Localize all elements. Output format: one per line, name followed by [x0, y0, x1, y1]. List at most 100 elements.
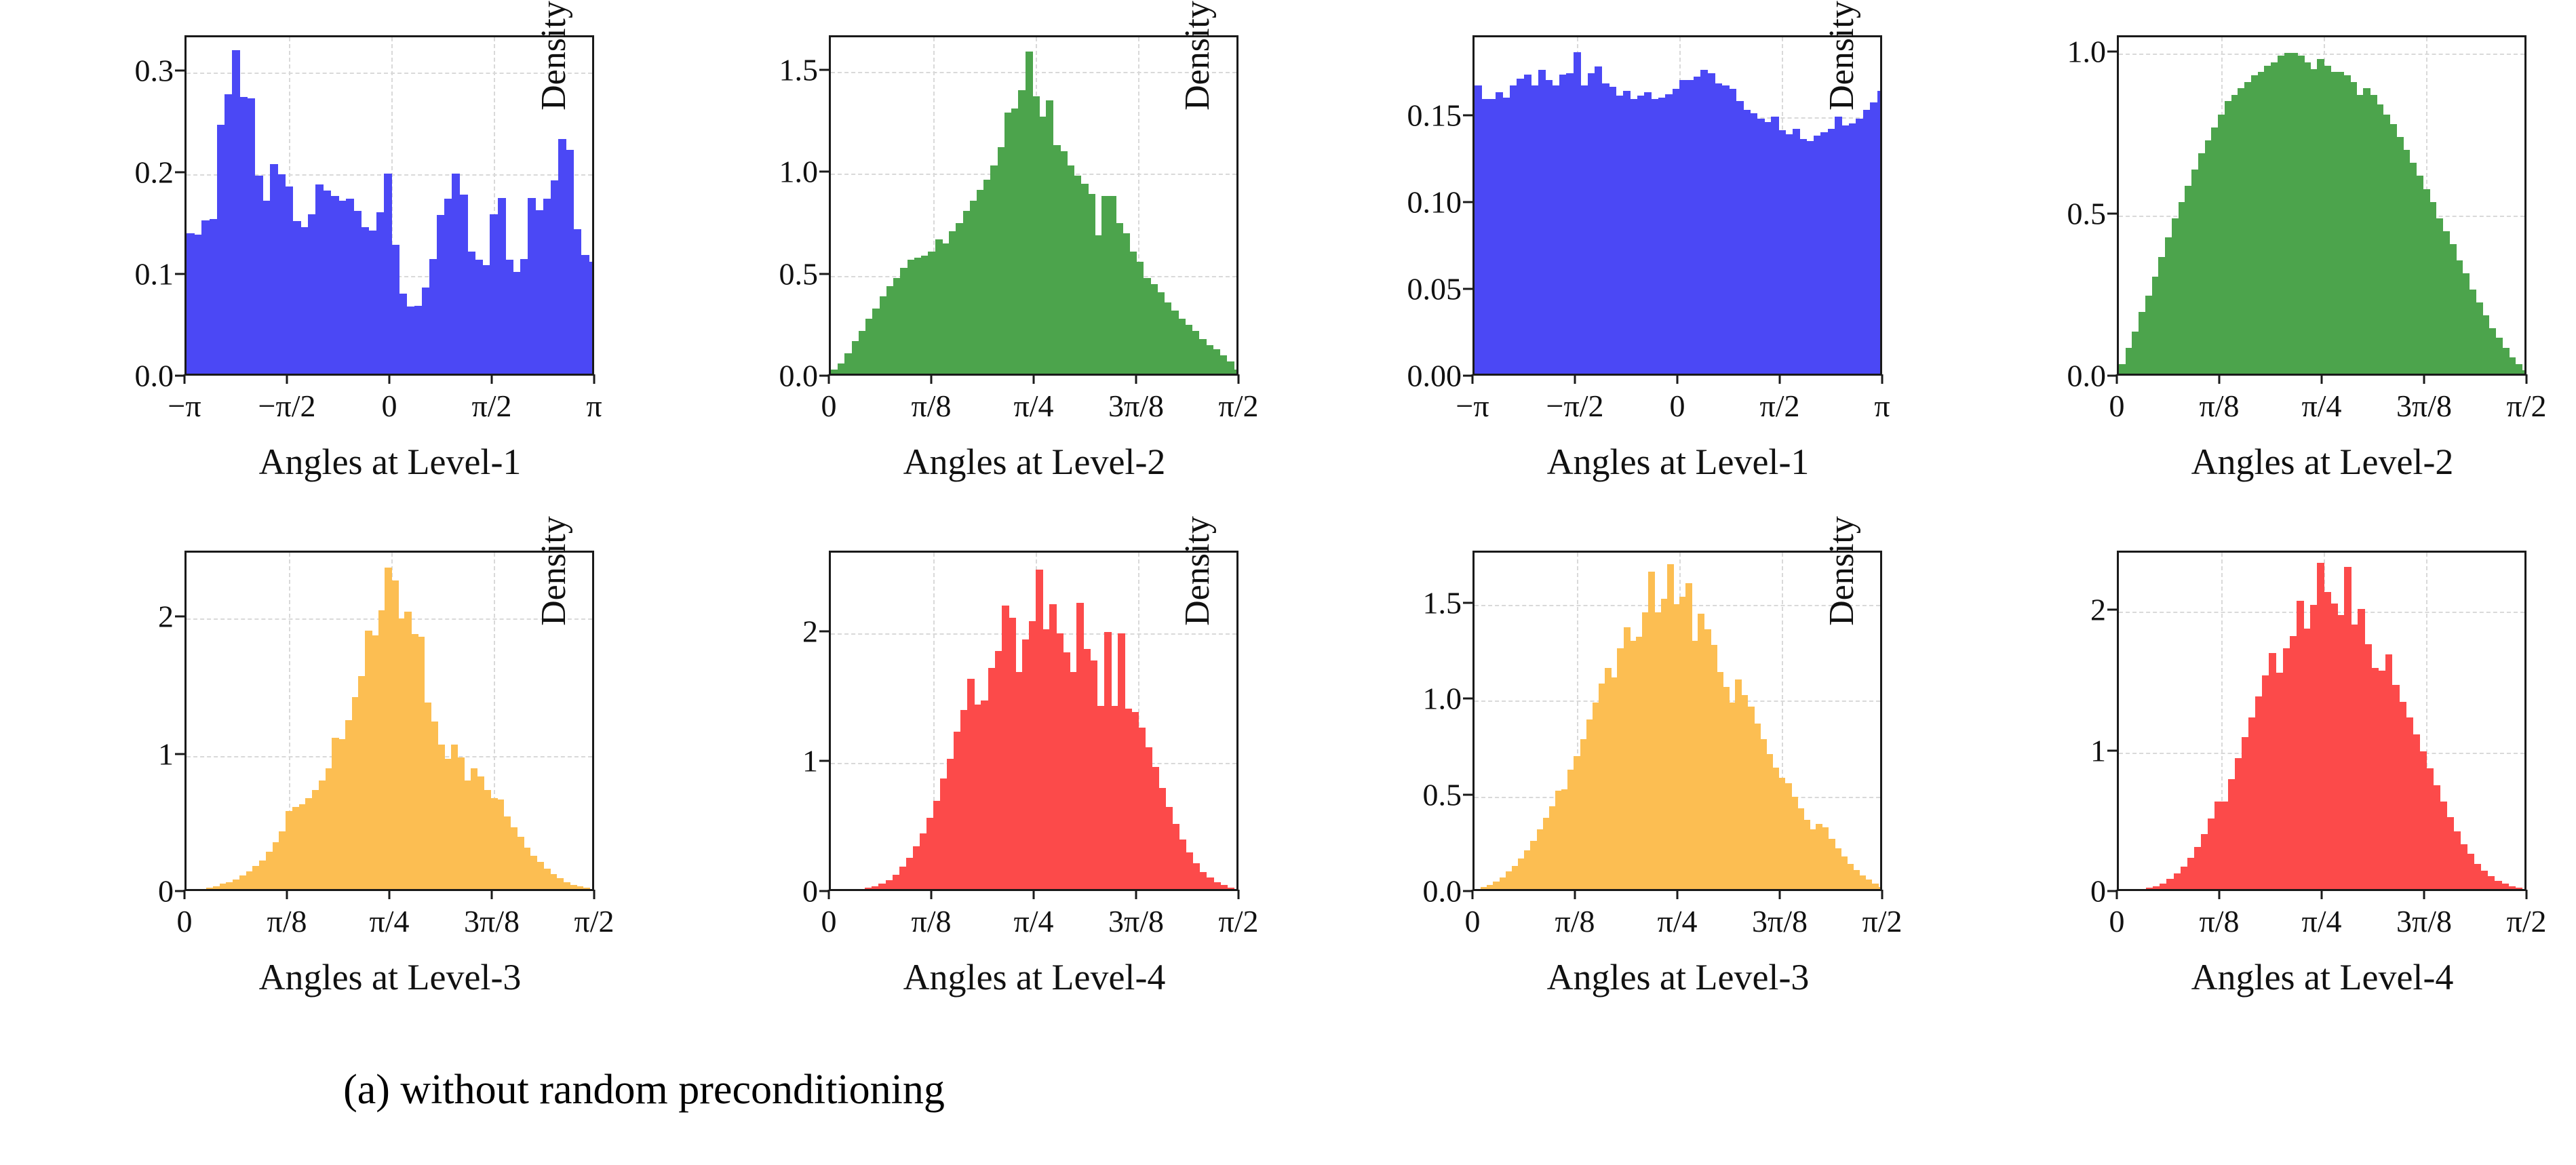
- x-tick-label: π/4: [1013, 904, 1054, 939]
- y-axis-ticks: 0.0 0.5 1.0 1.5: [718, 35, 829, 393]
- x-tick-mark: [1778, 890, 1781, 899]
- histogram-bar: [1580, 738, 1587, 889]
- x-tick-label: 0: [821, 904, 837, 939]
- y-tick-label: 0.0: [134, 358, 174, 393]
- x-tick-label: −π/2: [1546, 389, 1604, 423]
- histogram-bar: [1542, 818, 1550, 889]
- histogram-bar: [907, 259, 915, 374]
- y-axis-ticks: 0 1 2: [73, 551, 184, 909]
- histogram-bar: [543, 868, 551, 889]
- histogram-bar: [254, 175, 263, 374]
- x-axis-ticks: 0 π/8 π/4 3π/8 π/2: [821, 374, 1259, 426]
- y-tick-mark: [2107, 890, 2117, 892]
- x-axis-label: Angles at Level-3: [258, 957, 522, 998]
- plot-area: [2117, 551, 2526, 891]
- histogram-bar: [421, 287, 430, 374]
- y-axis-label: Density: [1822, 516, 1861, 626]
- histogram-bar: [2507, 886, 2516, 889]
- histogram-bar: [1629, 641, 1637, 889]
- histogram-bars: [187, 553, 592, 889]
- histogram-bar: [1213, 882, 1221, 889]
- panel-a-level-4: Density 0 1 2 0 π/8 π/4 3π/8 π/2 Angles at Level-…: [534, 516, 1289, 1038]
- histogram-bar: [2489, 328, 2497, 374]
- histogram-bar: [307, 214, 316, 374]
- histogram-bar: [2514, 887, 2522, 889]
- histogram-bar: [1555, 791, 1562, 889]
- x-tick-mark: [2218, 890, 2221, 899]
- x-tick-label: 3π/8: [1751, 904, 1808, 939]
- histogram-bar: [1643, 92, 1652, 374]
- histogram-bar: [2269, 652, 2277, 889]
- x-axis-label: Angles at Level-2: [2191, 441, 2454, 482]
- histogram-bar: [1150, 283, 1158, 374]
- histogram-bar: [1574, 756, 1581, 889]
- x-tick-mark: [2525, 374, 2528, 384]
- histogram-bar: [838, 363, 846, 374]
- histogram-bar: [1698, 614, 1705, 889]
- x-tick-label: π/2: [1218, 389, 1259, 423]
- histogram-bar: [969, 200, 977, 374]
- histogram-bar: [2449, 243, 2457, 374]
- y-tick-label: 0.15: [1407, 98, 1462, 133]
- y-tick-label: 1.5: [779, 52, 819, 87]
- histogram-bar: [926, 817, 934, 889]
- y-tick-mark: [1463, 601, 1472, 604]
- histogram-bar: [292, 806, 300, 889]
- gridline-vertical: [1138, 553, 1139, 889]
- histogram-bar: [1531, 85, 1539, 374]
- histogram-bar: [1862, 109, 1871, 374]
- x-tick-label: π/2: [1862, 904, 1902, 939]
- histogram-bar: [2185, 185, 2192, 374]
- histogram-bar: [865, 888, 873, 889]
- histogram-bar: [2337, 614, 2345, 889]
- y-tick-label: 0.05: [1407, 271, 1462, 307]
- histogram-bar: [1179, 840, 1187, 889]
- histogram-bar: [1172, 824, 1180, 889]
- x-tick-mark: [286, 890, 288, 899]
- x-tick-mark: [1237, 890, 1240, 899]
- histogram-bar: [1124, 708, 1132, 889]
- histogram-bar: [1502, 97, 1510, 374]
- gridline-horizontal: [2119, 53, 2524, 55]
- histogram-bar: [1791, 796, 1798, 889]
- histogram-bar: [219, 883, 227, 889]
- histogram-bar: [277, 174, 286, 374]
- histogram-bar: [1750, 113, 1758, 374]
- gridline-vertical: [2426, 553, 2427, 889]
- histogram-bar: [1822, 827, 1829, 889]
- histogram-bar: [1835, 116, 1843, 374]
- histogram-bar: [315, 184, 324, 374]
- histogram-bar: [1658, 97, 1666, 374]
- x-tick-mark: [1135, 890, 1137, 899]
- histogram-bar: [397, 618, 406, 889]
- histogram-bar: [1110, 705, 1118, 889]
- histogram-bar: [1493, 881, 1500, 889]
- histogram-bar: [259, 860, 267, 889]
- histogram-bar: [312, 790, 319, 889]
- histogram-bar: [2324, 65, 2331, 374]
- x-tick-label: π/4: [2301, 904, 2342, 939]
- panel-b-level-2: Density 0.0 0.5 1.0 0 π/8 π/4 3π/8 π/2 Angles at …: [1822, 1, 2576, 522]
- histogram-bar: [1742, 109, 1751, 374]
- histogram-bar: [994, 651, 1002, 889]
- histogram-bar: [233, 879, 240, 889]
- histogram-bar: [2296, 600, 2304, 889]
- histogram-bar: [858, 330, 866, 374]
- histogram-bar: [2376, 104, 2384, 374]
- histogram-bar: [1673, 604, 1680, 889]
- histogram-bar: [1158, 787, 1167, 889]
- histogram-bar: [1505, 871, 1513, 889]
- gridline-vertical: [933, 37, 935, 374]
- histogram-bar: [2330, 603, 2338, 889]
- y-tick-mark: [819, 759, 829, 762]
- x-tick-label: π/8: [911, 904, 952, 939]
- x-tick-mark: [388, 374, 391, 384]
- histogram-bar: [338, 201, 347, 374]
- histogram-bar: [1192, 863, 1201, 889]
- histogram-bar: [892, 874, 900, 889]
- x-tick-mark: [1676, 890, 1679, 899]
- histogram-bar: [358, 676, 366, 889]
- histogram-bar: [2515, 363, 2523, 374]
- x-tick-label: π/4: [2301, 389, 2342, 423]
